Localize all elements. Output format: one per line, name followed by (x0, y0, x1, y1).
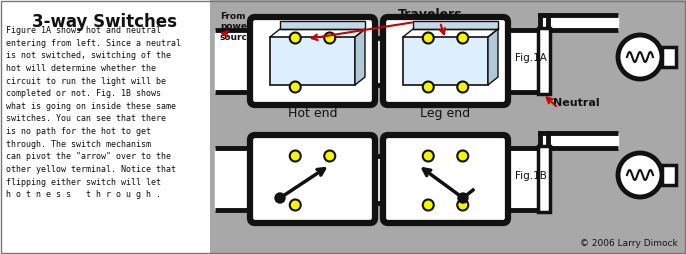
Bar (280, 21, 365, 29)
Circle shape (324, 151, 335, 162)
Circle shape (458, 33, 469, 43)
Circle shape (423, 151, 434, 162)
Polygon shape (355, 29, 365, 85)
FancyBboxPatch shape (250, 17, 375, 105)
Bar (210, 0, 686, 254)
Circle shape (618, 35, 662, 79)
Bar (403, 37, 488, 85)
Bar (538, 146, 550, 212)
Bar (662, 165, 676, 185)
Text: Fig.1A: Fig.1A (515, 53, 547, 63)
Circle shape (289, 82, 300, 92)
Circle shape (423, 82, 434, 92)
Circle shape (458, 199, 469, 211)
Circle shape (324, 33, 335, 43)
Circle shape (423, 33, 434, 43)
Circle shape (289, 33, 300, 43)
Text: Figure 1A shows hot and neutral
entering from left. Since a neutral
is not switc: Figure 1A shows hot and neutral entering… (6, 26, 181, 199)
Bar (413, 21, 498, 29)
Bar (270, 37, 355, 85)
Text: Leg end: Leg end (421, 107, 471, 120)
Circle shape (458, 151, 469, 162)
Bar (662, 47, 676, 67)
Circle shape (275, 193, 285, 203)
Circle shape (289, 199, 300, 211)
Text: Fig.1B: Fig.1B (515, 171, 547, 181)
FancyBboxPatch shape (250, 135, 375, 223)
Polygon shape (488, 29, 498, 85)
Circle shape (289, 151, 300, 162)
Text: From
power
source: From power source (220, 12, 254, 42)
Text: Neutral: Neutral (553, 98, 600, 108)
Circle shape (458, 193, 468, 203)
Bar (0, 0, 210, 254)
FancyBboxPatch shape (383, 17, 508, 105)
Text: 3-way Switches: 3-way Switches (32, 13, 178, 31)
Text: Travelers: Travelers (398, 8, 462, 21)
Circle shape (618, 153, 662, 197)
Circle shape (423, 199, 434, 211)
Bar (538, 28, 550, 94)
Text: © 2006 Larry Dimock: © 2006 Larry Dimock (580, 240, 678, 248)
Text: Hot end: Hot end (287, 107, 338, 120)
Circle shape (458, 82, 469, 92)
FancyBboxPatch shape (383, 135, 508, 223)
